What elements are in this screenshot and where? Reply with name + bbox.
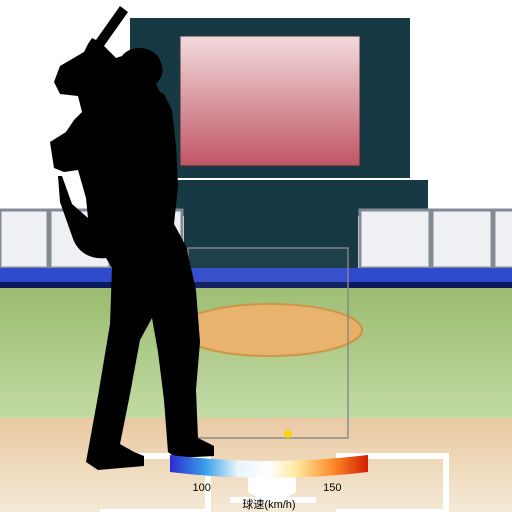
strike-zone	[188, 248, 348, 438]
stadium-box	[360, 210, 430, 268]
colorbar-label: 球速(km/h)	[242, 497, 295, 511]
colorbar-tick: 100	[193, 482, 211, 494]
pitch-marker	[284, 430, 292, 438]
colorbar-tick: 150	[323, 482, 341, 494]
stadium-box	[494, 210, 512, 268]
stadium-box	[0, 210, 48, 268]
chart-svg: 100 150 球速(km/h)	[0, 0, 512, 512]
scoreboard-screen	[180, 36, 360, 166]
pitch-location-chart: 100 150 球速(km/h)	[0, 0, 512, 512]
stadium-box	[432, 210, 492, 268]
